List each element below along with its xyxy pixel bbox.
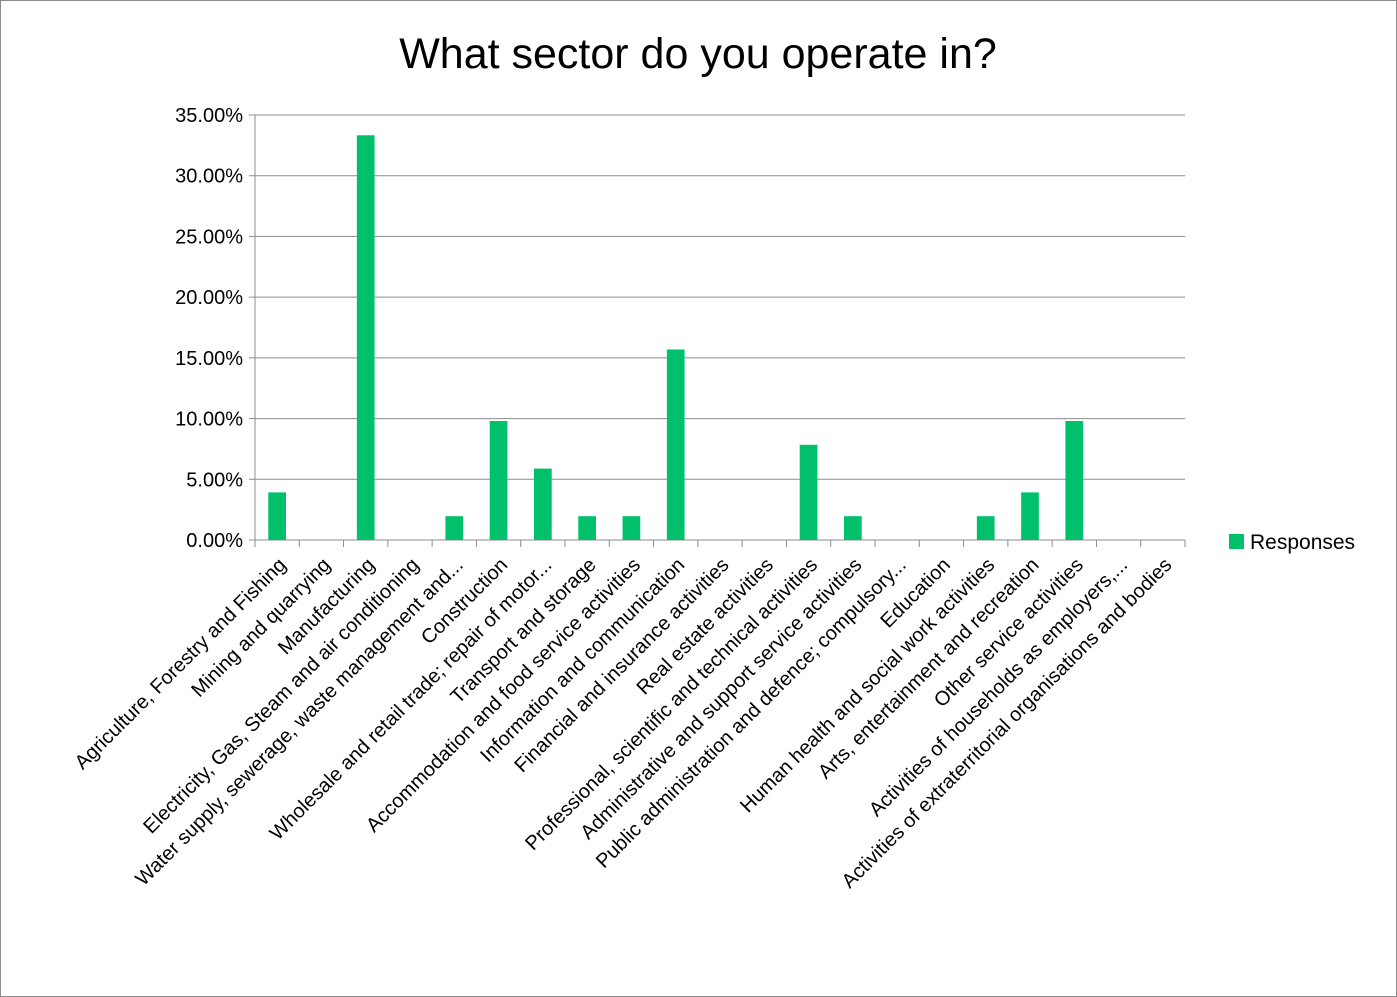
bar — [578, 516, 596, 540]
legend: Responses — [1229, 531, 1355, 554]
y-tick-label: 35.00% — [175, 105, 243, 127]
x-tick-labels: Agriculture, Forestry and FishingMining … — [71, 554, 1177, 893]
bar — [622, 516, 641, 540]
bar — [489, 421, 508, 540]
gridlines — [255, 114, 1185, 480]
y-tick-label: 0.00% — [186, 530, 243, 552]
x-tick-label: Agriculture, Forestry and Fishing — [71, 554, 291, 774]
y-tick-labels: 0.00% 5.00% 10.00% 15.00% 20.00% 25.00% 30.00%… — [175, 105, 243, 552]
y-tick-label: 30.00% — [175, 166, 243, 188]
bar — [976, 516, 995, 540]
bar — [1021, 492, 1039, 540]
bar — [356, 135, 375, 540]
bar — [268, 492, 286, 540]
y-tick-label: 20.00% — [175, 287, 243, 309]
bar — [445, 516, 464, 540]
bar — [534, 468, 552, 540]
y-tick-label: 25.00% — [175, 226, 243, 248]
bar — [666, 349, 685, 540]
legend-swatch — [1229, 534, 1244, 549]
bars — [268, 135, 1084, 540]
y-tick-label: 15.00% — [175, 348, 243, 370]
axes — [249, 114, 1186, 547]
y-tick-label: 10.00% — [175, 409, 243, 431]
y-tick-label: 5.00% — [186, 469, 243, 491]
bar — [844, 516, 862, 540]
chart-title: What sector do you operate in? — [399, 30, 997, 78]
bar — [1065, 421, 1084, 540]
legend-label: Responses — [1250, 531, 1355, 554]
bar — [799, 444, 818, 540]
